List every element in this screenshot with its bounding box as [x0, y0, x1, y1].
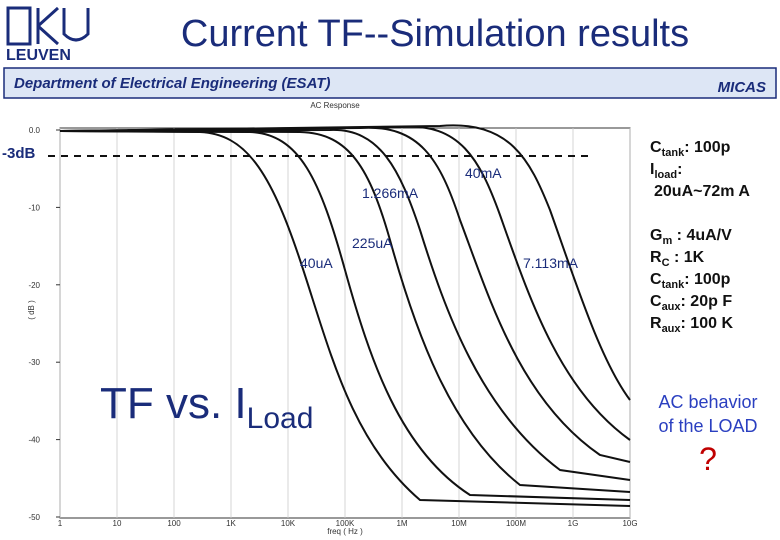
x-tick-label: 10 [113, 519, 122, 528]
logo: LEUVEN [6, 6, 90, 64]
x-tick-label: 10M [451, 519, 467, 528]
annotation: 225uA [352, 235, 393, 251]
param-name: R [650, 249, 662, 266]
param-name: G [650, 227, 662, 244]
param-sub: C [662, 257, 670, 269]
y-tick-label: -20 [28, 281, 40, 290]
param-sub: m [662, 235, 672, 247]
x-tick-label: 100M [506, 519, 526, 528]
x-axis-label: freq ( Hz ) [327, 527, 363, 536]
curve [59, 130, 631, 493]
param-sub: tank [662, 279, 686, 291]
x-tick-label: 100 [167, 519, 181, 528]
y-tick-label: -10 [28, 203, 40, 212]
minus-3db-label: -3dB [2, 145, 36, 162]
department: Department of Electrical Engineering (ES… [14, 75, 330, 92]
param-sub: aux [662, 323, 682, 335]
annotations: 40uA 225uA 1.266mA 7.113mA 40mA [300, 165, 579, 271]
param-value: : 100p [684, 139, 730, 156]
plot-title: AC Response [310, 101, 360, 110]
parameter: Caux: 20p F [650, 293, 732, 313]
annotation: 40mA [465, 165, 502, 181]
annotation: 40uA [300, 255, 333, 271]
curve [59, 124, 631, 401]
header-bar [3, 67, 777, 99]
x-tick-label: 1G [568, 519, 579, 528]
caption: TF vs. ILoad [100, 379, 313, 435]
param-value: : 1K [670, 249, 705, 266]
x-tick-label: 10K [281, 519, 296, 528]
curve [59, 130, 631, 501]
load-range: 20uA~72m A [654, 183, 750, 200]
y-tick-label: -40 [28, 436, 40, 445]
question-line: of the LOAD [658, 416, 757, 436]
slide-title: Current TF--Simulation results [181, 13, 689, 55]
logo-text: LEUVEN [6, 47, 71, 64]
param-name: R [650, 315, 662, 332]
x-tick-label: 100K [336, 519, 355, 528]
x-tick-label: 1 [58, 519, 63, 528]
annotation: 7.113mA [523, 255, 579, 271]
question-line: AC behavior [658, 392, 757, 412]
curve [59, 125, 631, 441]
param-value: : [677, 161, 682, 178]
parameter: Ctank: 100p [650, 139, 731, 159]
curve [59, 126, 631, 463]
caption-sub: Load [247, 402, 314, 435]
param-name: C [650, 139, 662, 156]
param-name: C [650, 293, 662, 310]
param-sub: tank [662, 147, 686, 159]
y-axis-label: ( dB ) [27, 300, 36, 320]
parameter: Iload: [650, 161, 682, 181]
question: AC behavior of the LOAD [658, 392, 757, 436]
ticks: 1 10 100 1K 10K 100K 1M 10M 100M 1G 10G 0.0 -10 -20 -3… [28, 126, 637, 528]
parameter: Raux: 100 K [650, 315, 733, 335]
param-value: : 20p F [681, 293, 733, 310]
curve [59, 128, 631, 481]
annotation: 1.266mA [362, 185, 419, 201]
param-name: I [650, 161, 654, 178]
group: MICAS [718, 79, 766, 96]
param-value: : 4uA/V [672, 227, 732, 244]
parameter: Gm : 4uA/V [650, 227, 732, 247]
param-sub: aux [662, 301, 682, 313]
x-tick-label: 1K [226, 519, 236, 528]
y-tick-label: -30 [28, 358, 40, 367]
param-sub: load [654, 169, 677, 181]
x-tick-label: 10G [622, 519, 637, 528]
curve [59, 130, 631, 507]
caption-main: TF vs. I [100, 379, 247, 428]
question-mark: ? [699, 441, 717, 477]
y-tick-label: 0.0 [29, 126, 41, 135]
param-value: : 100 K [681, 315, 734, 332]
curves [59, 124, 631, 507]
parameter: RC : 1K [650, 249, 705, 269]
y-tick-label: -50 [28, 513, 40, 522]
x-tick-label: 1M [396, 519, 407, 528]
parameter: Ctank: 100p [650, 271, 731, 291]
param-value: : 100p [684, 271, 730, 288]
param-name: C [650, 271, 662, 288]
